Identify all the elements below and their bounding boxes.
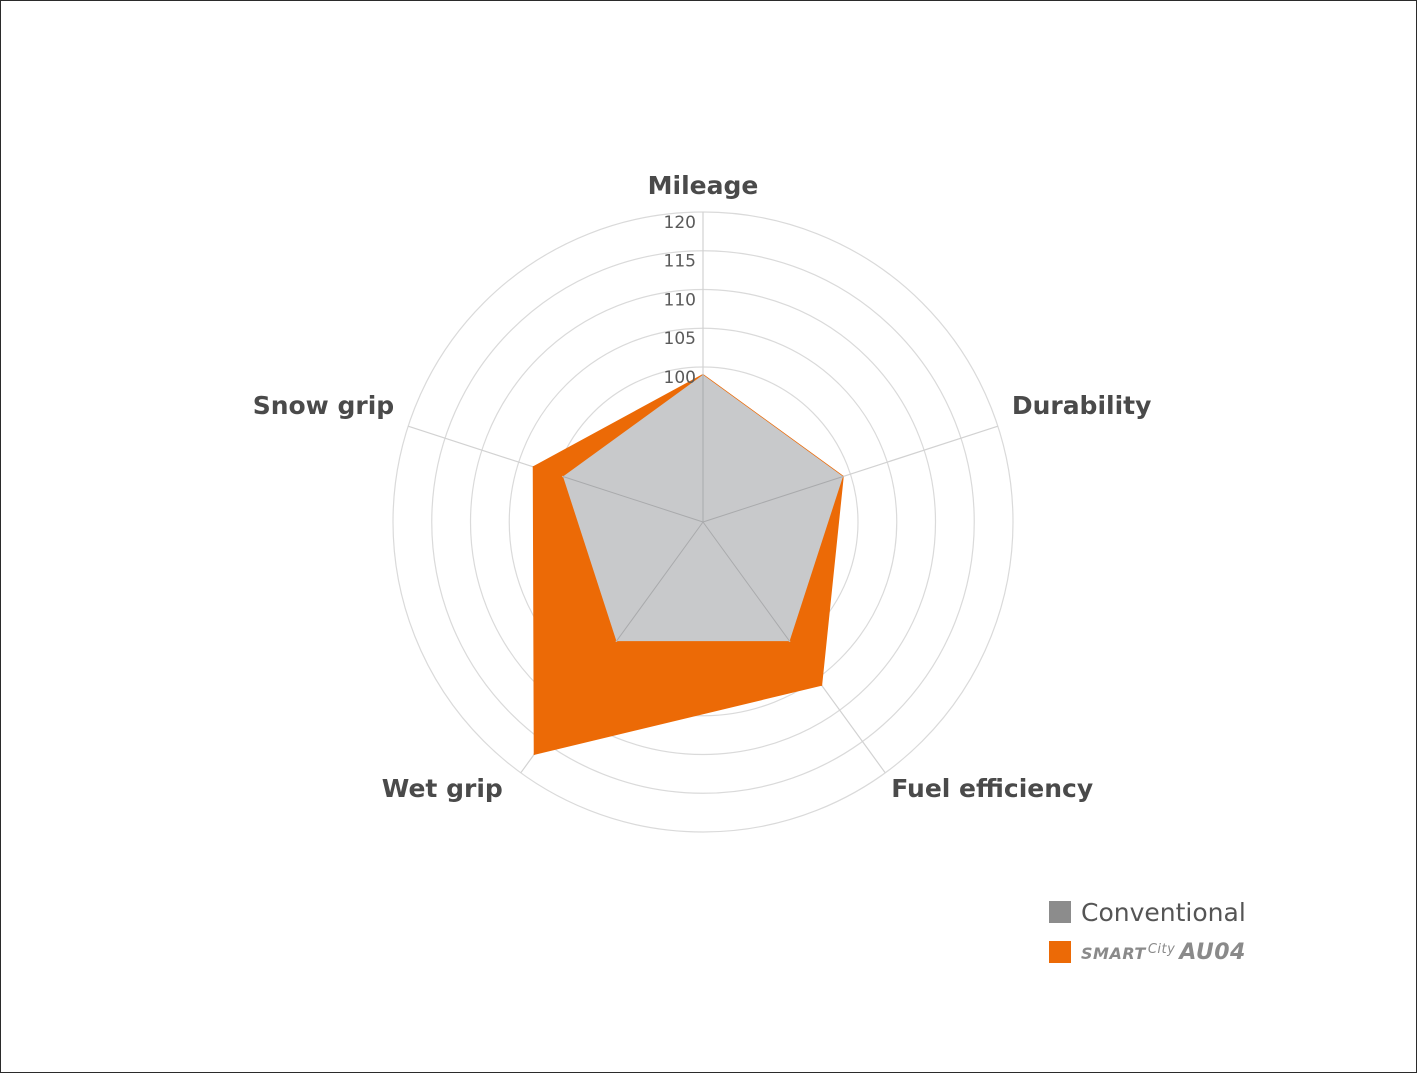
series-point-smartcity-2 (820, 684, 823, 686)
axis-label-snow-grip: Snow grip (253, 391, 394, 420)
axis-label-durability: Durability (1012, 391, 1152, 420)
inner-spoke-3 (616, 521, 704, 642)
axis-label-mileage: Mileage (648, 171, 759, 200)
tick-label-120: 120 (664, 213, 696, 233)
series-point-smartcity-4 (532, 466, 535, 468)
series-point-smartcity-3 (533, 753, 536, 755)
tick-label-100: 100 (664, 368, 696, 388)
chart-legend: Conventional SMART City AU04 (1049, 898, 1246, 978)
brand-model: AU04 (1179, 939, 1246, 965)
tick-label-110: 110 (664, 290, 696, 310)
brand-city: City (1147, 941, 1176, 957)
legend-label-smartcity: SMART City AU04 (1081, 940, 1246, 965)
legend-swatch-conventional (1049, 901, 1071, 923)
tick-label-115: 115 (664, 252, 696, 272)
inner-spoke-2 (702, 521, 790, 642)
legend-swatch-smartcity (1049, 941, 1071, 963)
brand-smart: SMART (1081, 943, 1146, 963)
inner-spoke-1 (702, 476, 844, 523)
legend-item-conventional: Conventional (1049, 897, 1246, 927)
radar-axis-labels: Mileage Durability Fuel efficiency Wet grip… (253, 171, 1152, 803)
radar-ticks: 100 105 110 115 120 (664, 213, 696, 388)
radar-series (532, 373, 844, 755)
axis-label-wet-grip: Wet grip (382, 774, 503, 803)
axis-label-fuel-efficiency: Fuel efficiency (891, 774, 1093, 803)
tick-label-105: 105 (664, 329, 696, 349)
inner-spoke-4 (562, 476, 704, 523)
legend-label-conventional: Conventional (1081, 897, 1246, 927)
legend-item-smartcity: SMART City AU04 (1049, 938, 1246, 966)
